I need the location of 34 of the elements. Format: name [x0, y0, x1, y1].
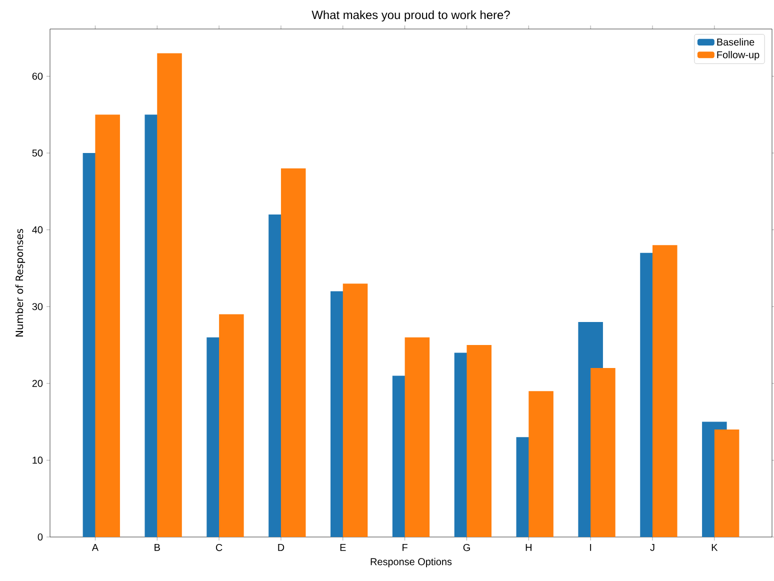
- bar: [590, 368, 616, 537]
- x-tick-label: I: [590, 544, 592, 551]
- bar: [95, 114, 120, 537]
- y-tick-label: 50: [32, 149, 43, 157]
- legend-label: Baseline: [717, 38, 754, 46]
- x-tick-label: C: [216, 544, 222, 552]
- bar: [219, 314, 244, 537]
- y-tick-label: 40: [32, 226, 43, 234]
- chart-title: What makes you proud to work here?: [312, 10, 510, 22]
- y-tick-label: 10: [32, 456, 43, 464]
- x-tick-label: B: [154, 544, 160, 551]
- x-tick-label: F: [402, 544, 408, 551]
- y-tick-label: 0: [38, 533, 43, 541]
- bar: [714, 429, 740, 537]
- y-tick-label: 30: [32, 303, 43, 310]
- bar: [157, 53, 182, 537]
- x-tick-label: K: [712, 544, 718, 551]
- x-tick-label: H: [526, 544, 532, 551]
- bar: [528, 391, 554, 537]
- x-tick-label: A: [92, 544, 99, 551]
- x-axis-title: Response Options: [370, 558, 452, 568]
- legend-label: Follow-up: [717, 50, 760, 60]
- bar: [466, 345, 492, 537]
- bar: [652, 245, 678, 537]
- y-tick-label: 20: [32, 380, 43, 387]
- y-tick-label: 60: [32, 72, 43, 80]
- bar: [342, 284, 368, 537]
- x-tick-label: D: [278, 544, 284, 551]
- x-tick-label: E: [340, 544, 346, 551]
- x-tick-label: G: [463, 544, 470, 552]
- bar: [404, 337, 430, 537]
- x-tick-label: J: [650, 544, 654, 551]
- bar: [280, 168, 306, 537]
- y-axis-title: Number of Responses: [15, 228, 26, 337]
